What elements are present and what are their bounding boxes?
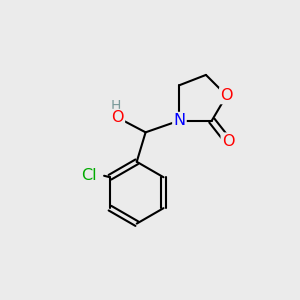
Text: Cl: Cl bbox=[82, 168, 97, 183]
Text: N: N bbox=[173, 113, 185, 128]
Text: O: O bbox=[222, 134, 234, 149]
Text: H: H bbox=[111, 99, 121, 113]
Text: O: O bbox=[111, 110, 124, 125]
Text: O: O bbox=[220, 88, 233, 103]
